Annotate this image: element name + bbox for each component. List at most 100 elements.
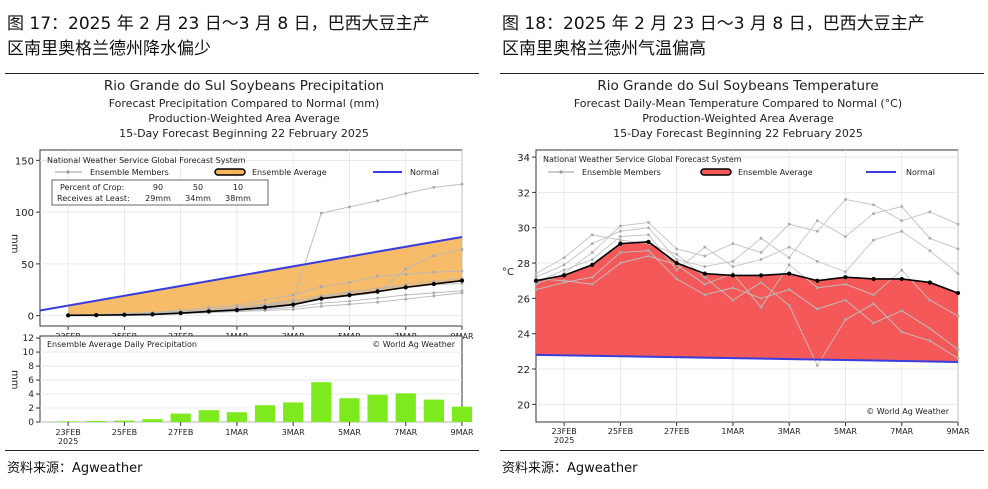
temp-member-point	[590, 258, 594, 261]
percent-row1-v1: 90	[153, 183, 163, 192]
bar-xtick-sublabel: 2025	[58, 437, 78, 446]
precip-average-point	[122, 312, 127, 317]
temp-xtick-sublabel: 2025	[554, 436, 574, 445]
temp-member-point	[787, 256, 791, 260]
temp-member-point	[928, 326, 932, 330]
daily-precip-bar	[58, 421, 79, 422]
temp-member-point	[647, 254, 650, 258]
precip-member-point	[376, 274, 379, 278]
precip-member-point	[432, 294, 436, 298]
temp-member-point	[956, 348, 960, 351]
precip-member-point	[404, 192, 408, 195]
temp-member-point	[675, 247, 679, 251]
temp-anomaly-area	[536, 241, 958, 362]
temp-member-point	[675, 277, 679, 281]
precip-ytick-label: 100	[15, 208, 34, 219]
temp-average-point	[646, 239, 651, 244]
temp-member-point	[647, 233, 650, 237]
temp-average-point	[871, 276, 876, 282]
precip-member-point	[291, 293, 295, 297]
daily-precip-bar	[142, 419, 163, 422]
temp-member-point	[703, 275, 707, 279]
temp-member-point	[844, 282, 847, 286]
right-figure-caption: 图 18：2025 年 2 月 23 日～3 月 8 日，巴西大豆主产 区南里奥…	[502, 12, 982, 62]
temp-member-point	[872, 293, 875, 297]
temp-ytick-label: 32	[517, 188, 530, 199]
precip-member-point	[319, 285, 323, 289]
right-top-rule	[500, 73, 984, 74]
precip-subtitle-1: Forecast Precipitation Compared to Norma…	[109, 97, 380, 110]
temp-average-line	[535, 241, 959, 294]
precip-subtitle-3: 15-Day Forecast Beginning 22 February 20…	[119, 127, 369, 140]
precip-legend-avg-swatch	[214, 168, 246, 176]
temp-subtitle-1: Forecast Daily-Mean Temperature Compared…	[574, 97, 902, 110]
precip-average-point	[262, 305, 268, 310]
precip-member-point	[460, 289, 464, 293]
temp-member-point	[815, 259, 819, 263]
temp-ytick-label: 22	[517, 365, 530, 376]
temp-member-point	[956, 247, 960, 251]
bar-ytick-label: 6	[28, 376, 34, 386]
temp-member-point	[787, 288, 791, 291]
temp-title: Rio Grande do Sul Soybeans Temperature	[597, 78, 878, 94]
temp-member-point	[759, 296, 763, 300]
precip-member-point	[404, 283, 408, 286]
temp-member-point	[844, 298, 847, 302]
temp-member-point	[815, 286, 819, 290]
precip-average-point	[291, 302, 296, 307]
temp-member-point	[590, 251, 594, 254]
precip-percent-box	[51, 179, 269, 206]
temp-member-point	[872, 302, 875, 306]
temp-member-point	[815, 307, 819, 311]
temp-member-point	[787, 263, 791, 267]
precip-deficit-area	[68, 236, 462, 316]
temp-member-point	[703, 254, 707, 258]
temp-member-line	[535, 198, 959, 285]
precip-member-point	[460, 182, 464, 186]
temp-member-point	[956, 314, 960, 318]
temp-member-point	[928, 236, 932, 240]
temp-member-point	[703, 293, 707, 297]
temp-member-line	[535, 255, 959, 317]
temp-member-point	[562, 268, 566, 272]
precip-normal-line	[39, 235, 463, 312]
bar-xtick-label: 5MAR	[338, 428, 361, 437]
temp-xtick-label: 9MAR	[946, 427, 969, 436]
temp-member-point	[872, 212, 875, 215]
temp-member-point	[815, 229, 819, 233]
temp-member-point	[928, 210, 932, 214]
temp-legend-normal: Normal	[906, 168, 935, 177]
precip-member-point	[432, 254, 436, 257]
daily-precip-bar	[198, 410, 219, 422]
temp-member-point	[619, 224, 622, 228]
temp-member-point	[844, 318, 847, 321]
daily-precip-bar	[170, 413, 191, 422]
left-figure-caption: 图 17：2025 年 2 月 23 日～3 月 8 日，巴西大豆主产 区南里奥…	[7, 12, 475, 62]
temp-member-point	[872, 238, 875, 242]
precip-member-point	[432, 291, 436, 295]
precip-average-point	[403, 285, 408, 290]
bar-xtick-label: 23FEB	[55, 428, 80, 437]
temp-xtick-label: 3MAR	[778, 427, 801, 436]
temp-member-point	[731, 286, 735, 290]
temp-member-point	[759, 258, 763, 261]
temp-legend-members: Ensemble Members	[582, 168, 661, 177]
precip-member-point	[291, 305, 295, 309]
temp-average-point	[674, 260, 679, 266]
temp-member-point	[675, 268, 679, 272]
precip-legend-members-dot	[66, 170, 70, 174]
temp-member-point	[844, 270, 847, 274]
bar-xtick-label: 25FEB	[112, 428, 137, 437]
temp-member-point	[787, 304, 791, 307]
precip-average-point	[431, 281, 436, 287]
temp-member-point	[731, 242, 735, 246]
precip-member-point	[348, 205, 351, 209]
precip-member-point	[460, 291, 464, 295]
precip-average-point	[150, 312, 155, 317]
precip-member-point	[432, 185, 436, 189]
bar-ytick-label: 4	[28, 390, 34, 400]
temp-note: © World Ag Weather	[866, 407, 950, 416]
precip-title: Rio Grande do Sul Soybeans Precipitation	[104, 78, 384, 94]
precip-ytick-label: 0	[28, 312, 34, 323]
temp-ytick-label: 34	[517, 153, 530, 164]
